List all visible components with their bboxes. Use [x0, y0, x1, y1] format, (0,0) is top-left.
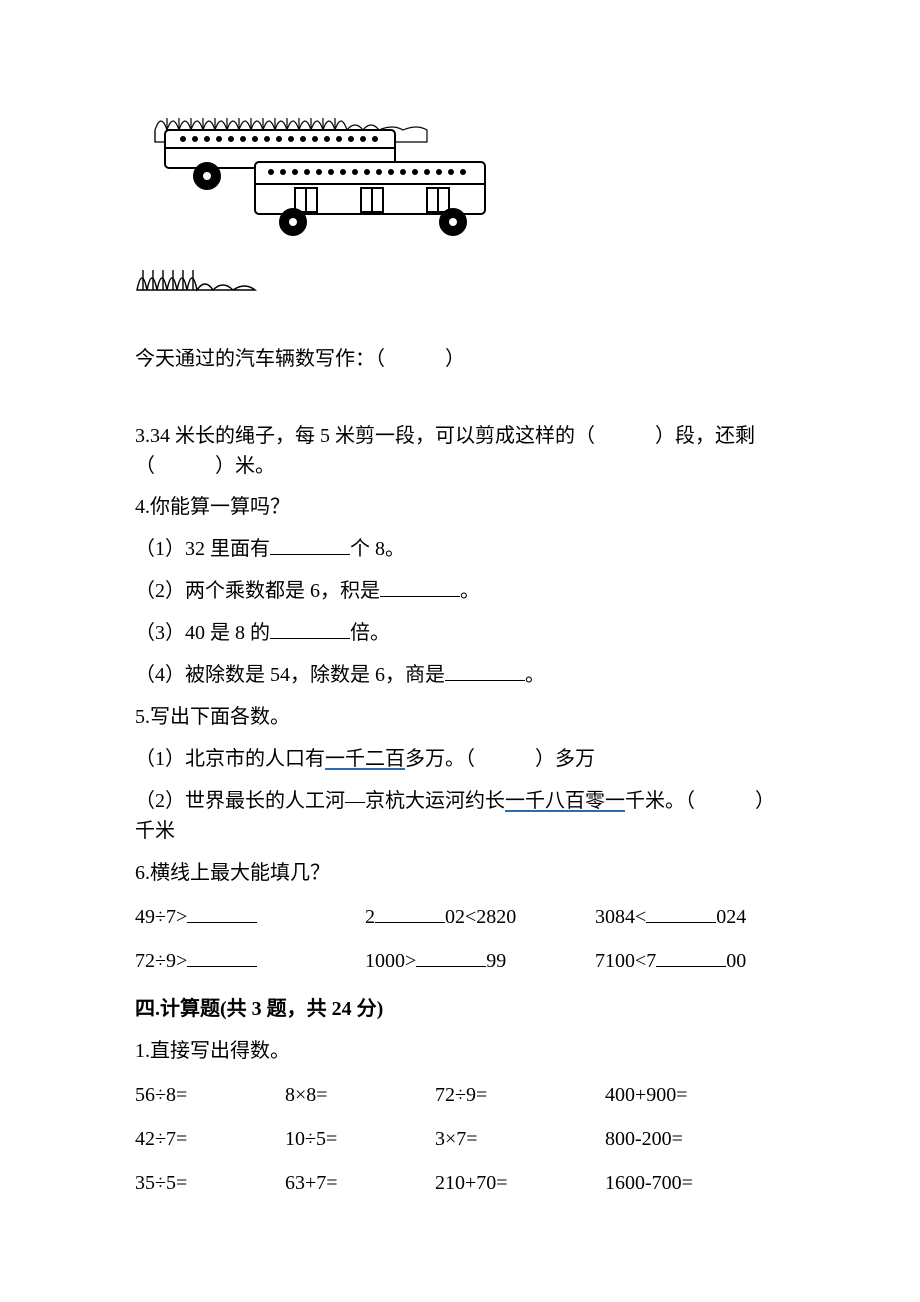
calc-cell: 8×8=	[285, 1080, 435, 1110]
bushes-illustration	[135, 260, 790, 296]
blank[interactable]	[380, 576, 460, 597]
q4-item-2: （2）两个乘数都是 6，积是 。	[135, 576, 790, 606]
q6-r2-a1: 72÷9>	[135, 950, 187, 972]
q3-line-b: （ ）米。	[135, 452, 790, 480]
q4-item-1a: （1）32 里面有	[135, 538, 270, 560]
q4-title: 4.你能算一算吗？	[135, 492, 790, 522]
q6-row-1: 49÷7> 2 02<2820 3084< 024	[135, 902, 790, 932]
q6-r2-a2b: 99	[486, 950, 506, 972]
section4-title: 四.计算题(共 3 题，共 24 分)	[135, 994, 790, 1024]
calc-cell: 210+70=	[435, 1168, 605, 1198]
blank[interactable]	[375, 902, 445, 923]
q4-item-1b: 个 8。	[350, 538, 405, 560]
q5-item-2a: （2）世界最长的人工河—京杭大运河约长	[135, 790, 505, 812]
q6-r1-a3a: 3084<	[595, 906, 646, 928]
calc-cell: 56÷8=	[135, 1080, 285, 1110]
calc-cell: 1600-700=	[605, 1168, 790, 1198]
q4-item-3b: 倍。	[350, 622, 390, 644]
q4-item-2b: 。	[460, 580, 480, 602]
q6-r1-a3b: 024	[716, 906, 746, 928]
blank[interactable]	[187, 946, 257, 967]
q5-item-2: （2）世界最长的人工河—京杭大运河约长一千八百零一千米。（ ）千米	[135, 786, 790, 846]
calc-cell: 63+7=	[285, 1168, 435, 1198]
blank[interactable]	[416, 946, 486, 967]
q5-item-1-underline: 一千二百	[325, 748, 405, 770]
blank[interactable]	[445, 660, 525, 681]
calc-row-1: 56÷8= 8×8= 72÷9= 400+900=	[135, 1080, 790, 1110]
q5-item-1: （1）北京市的人口有一千二百多万。（ ）多万	[135, 744, 790, 774]
blank[interactable]	[656, 946, 726, 967]
calc-row-2: 42÷7= 10÷5= 3×7= 800-200=	[135, 1124, 790, 1154]
q4-item-4b: 。	[525, 664, 545, 686]
calc-cell: 3×7=	[435, 1124, 605, 1154]
q6-r2-a2a: 1000>	[365, 950, 416, 972]
q4-item-3a: （3）40 是 8 的	[135, 622, 270, 644]
q6-r1-a1: 49÷7>	[135, 906, 187, 928]
q3-line-a: 3.34 米长的绳子，每 5 米剪一段，可以剪成这样的（ ）段，还剩	[135, 422, 790, 450]
q5-item-1b: 多万。（ ）多万	[405, 748, 595, 770]
calc-cell: 400+900=	[605, 1080, 790, 1110]
q4-item-2a: （2）两个乘数都是 6，积是	[135, 580, 380, 602]
q4-item-3: （3）40 是 8 的 倍。	[135, 618, 790, 648]
q4-item-4a: （4）被除数是 54，除数是 6，商是	[135, 664, 445, 686]
q4-item-1: （1）32 里面有 个 8。	[135, 534, 790, 564]
q6-r2-a3b: 00	[726, 950, 746, 972]
q6-r1-a2b: 02<2820	[445, 906, 516, 928]
blank[interactable]	[270, 618, 350, 639]
blank[interactable]	[270, 534, 350, 555]
calc-cell: 800-200=	[605, 1124, 790, 1154]
q6-row-2: 72÷9> 1000> 99 7100<7 00	[135, 946, 790, 976]
calc-cell: 35÷5=	[135, 1168, 285, 1198]
q6-r2-a3a: 7100<7	[595, 950, 656, 972]
q4-item-4: （4）被除数是 54，除数是 6，商是 。	[135, 660, 790, 690]
calc-cell: 72÷9=	[435, 1080, 605, 1110]
q2-sentence: 今天通过的汽车辆数写作：（ ）	[135, 344, 790, 374]
q5-item-2-underline: 一千八百零一	[505, 790, 625, 812]
bus-illustration	[135, 90, 790, 296]
calc-cell: 10÷5=	[285, 1124, 435, 1154]
q6-r1-a2a: 2	[365, 906, 375, 928]
section4-q1: 1.直接写出得数。	[135, 1036, 790, 1066]
blank[interactable]	[646, 902, 716, 923]
calc-row-3: 35÷5= 63+7= 210+70= 1600-700=	[135, 1168, 790, 1198]
q5-item-1a: （1）北京市的人口有	[135, 748, 325, 770]
calc-cell: 42÷7=	[135, 1124, 285, 1154]
q6-title: 6.横线上最大能填几？	[135, 858, 790, 888]
blank[interactable]	[187, 902, 257, 923]
q5-title: 5.写出下面各数。	[135, 702, 790, 732]
